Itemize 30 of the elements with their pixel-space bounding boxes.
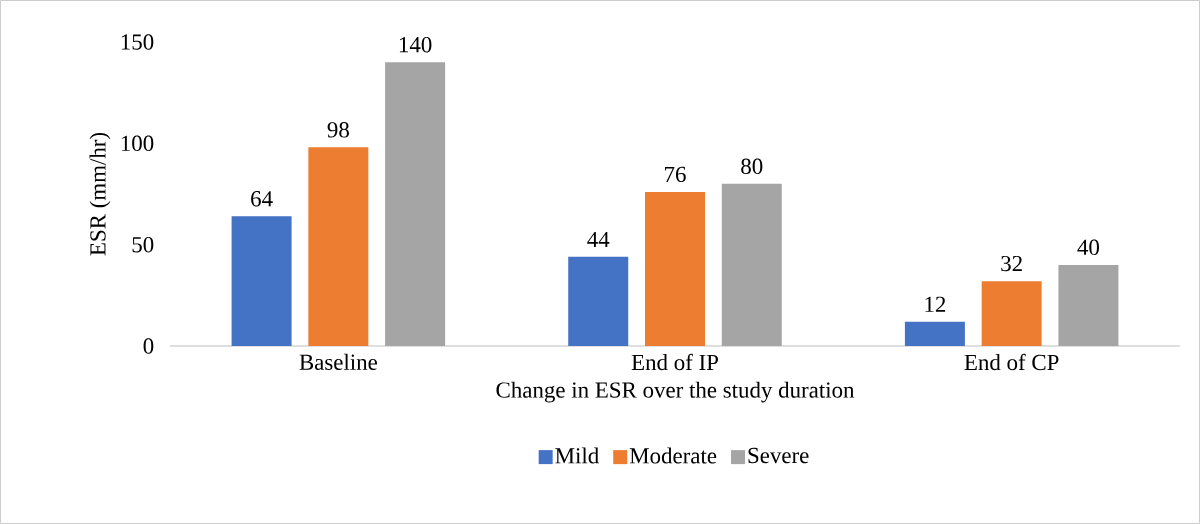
x-axis-title: Change in ESR over the study duration (496, 381, 855, 403)
legend-label: Mild (555, 447, 599, 464)
x-tick-label: Baseline (299, 353, 378, 370)
bar (568, 256, 629, 346)
y-tick-label: 150 (121, 34, 154, 50)
y-tick-label: 100 (121, 135, 154, 152)
legend-label: Severe (748, 447, 809, 464)
bar (904, 321, 965, 346)
data-label: 12 (925, 296, 946, 312)
bar (721, 183, 782, 346)
data-label: 32 (1001, 255, 1022, 272)
bar (231, 216, 292, 346)
x-tick-label: End of CP (964, 353, 1059, 371)
data-label: 64 (251, 191, 273, 207)
bar (385, 62, 446, 346)
y-tick-label: 0 (143, 338, 154, 354)
bar (645, 191, 705, 346)
bar (981, 281, 1042, 346)
data-label: 40 (1077, 239, 1100, 256)
y-tick-label: 50 (132, 236, 154, 253)
data-label: 44 (587, 231, 610, 247)
bar (1058, 264, 1119, 346)
data-label: 80 (741, 158, 763, 175)
y-axis-title: ESR (mm/hr) (89, 132, 111, 256)
x-tick-label: End of IP (631, 353, 718, 371)
legend-label: Moderate (629, 447, 717, 464)
data-label: 98 (327, 122, 349, 138)
bar (308, 147, 369, 346)
data-label: 76 (665, 166, 686, 183)
data-label: 140 (399, 36, 432, 53)
